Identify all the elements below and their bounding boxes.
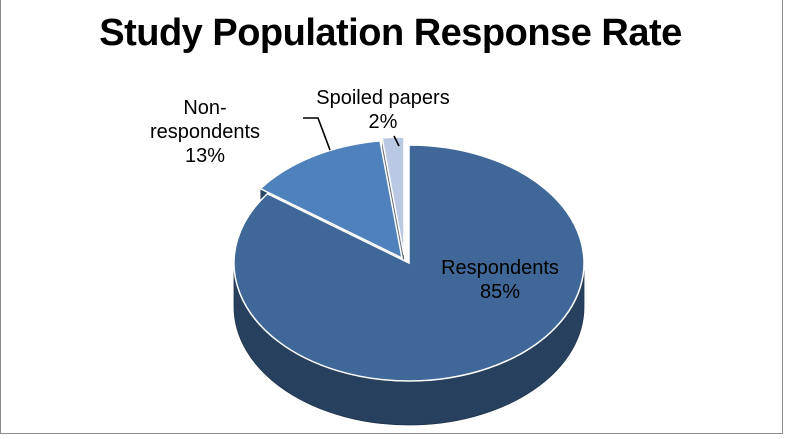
label-spoiled-papers-line: Spoiled papers — [316, 87, 449, 109]
label-respondents: Respondents 85% — [441, 257, 559, 303]
label-non-respondents: Non-respondents 13% — [150, 97, 260, 167]
label-non-respondents-line: 13% — [185, 145, 225, 167]
label-respondents-line: 85% — [480, 281, 520, 303]
chart-title: Study Population Response Rate — [99, 12, 682, 54]
label-spoiled-papers-line: 2% — [369, 111, 398, 133]
label-respondents-line: Respondents — [441, 257, 559, 279]
label-non-respondents-line: Non- — [183, 97, 226, 119]
label-non-respondents-line: respondents — [150, 121, 260, 143]
slice-respondents — [233, 144, 585, 382]
leader-line-spoiled-papers — [393, 135, 400, 147]
label-spoiled-papers: Spoiled papers 2% — [316, 87, 449, 133]
slice-non-respondents — [259, 140, 404, 260]
slice-spoiled-papers — [381, 136, 405, 256]
leader-line-non-respondents — [303, 117, 331, 151]
